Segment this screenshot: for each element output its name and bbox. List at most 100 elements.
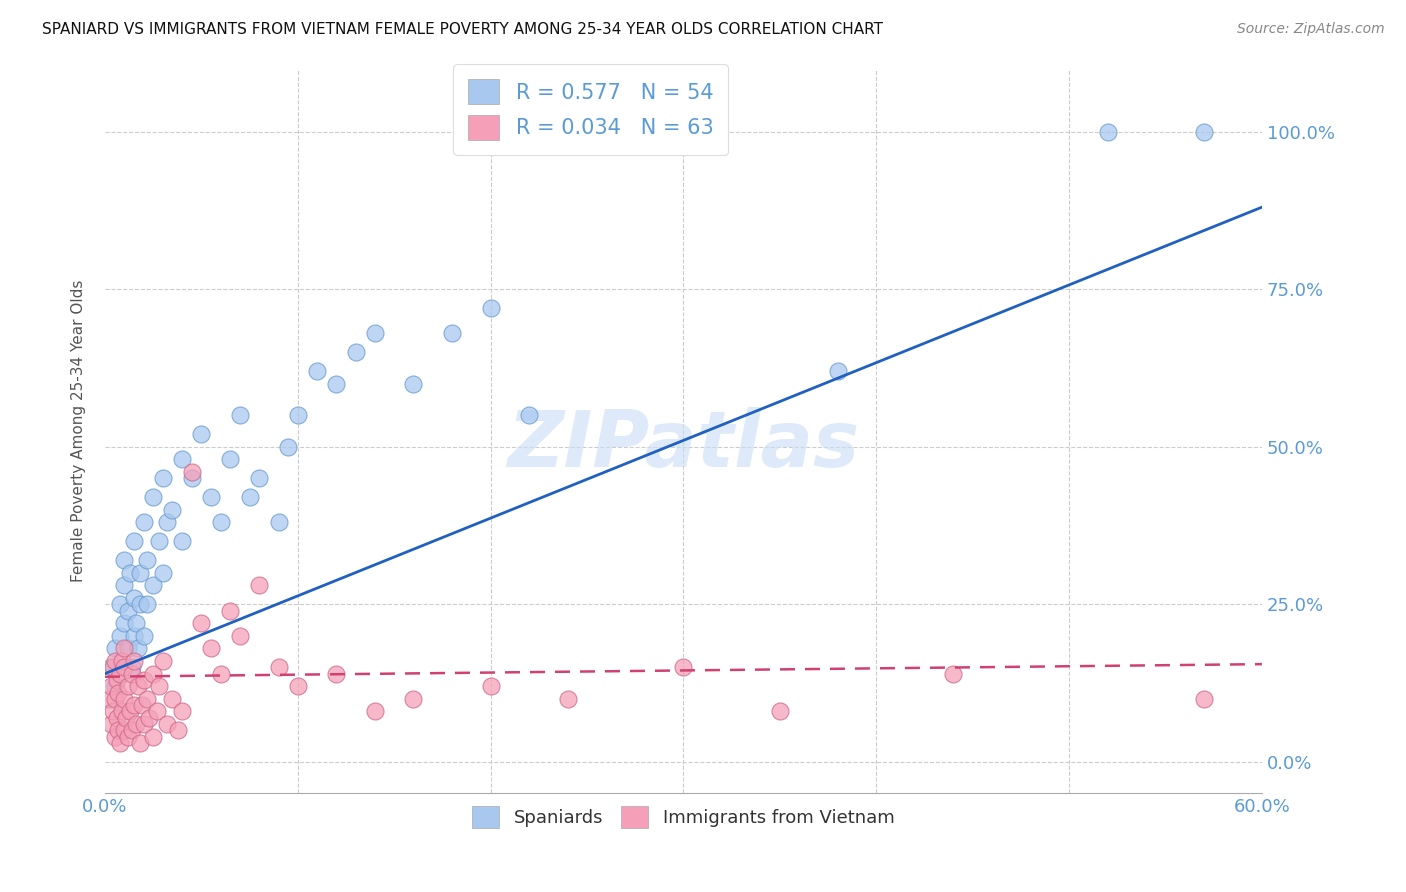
- Point: [162, 502, 184, 516]
- Point: [219, 603, 242, 617]
- Point: [107, 723, 129, 738]
- Point: [117, 730, 139, 744]
- Point: [200, 490, 222, 504]
- Point: [132, 673, 155, 687]
- Point: [769, 705, 792, 719]
- Point: [127, 641, 149, 656]
- Point: [307, 364, 329, 378]
- Point: [267, 516, 290, 530]
- Point: [402, 376, 425, 391]
- Point: [142, 578, 165, 592]
- Point: [120, 705, 142, 719]
- Point: [287, 408, 309, 422]
- Point: [162, 691, 184, 706]
- Point: [127, 679, 149, 693]
- Point: [122, 534, 145, 549]
- Point: [557, 691, 579, 706]
- Point: [104, 641, 127, 656]
- Point: [112, 553, 135, 567]
- Point: [100, 660, 122, 674]
- Point: [111, 654, 134, 668]
- Point: [364, 326, 387, 341]
- Point: [152, 471, 174, 485]
- Point: [247, 578, 270, 592]
- Point: [122, 629, 145, 643]
- Point: [1097, 124, 1119, 138]
- Point: [136, 597, 159, 611]
- Point: [156, 717, 179, 731]
- Point: [180, 465, 202, 479]
- Point: [110, 666, 132, 681]
- Point: [104, 691, 127, 706]
- Point: [110, 629, 132, 643]
- Point: [112, 660, 135, 674]
- Point: [148, 534, 170, 549]
- Point: [128, 736, 150, 750]
- Point: [172, 452, 194, 467]
- Point: [364, 705, 387, 719]
- Point: [112, 641, 135, 656]
- Point: [146, 705, 169, 719]
- Text: SPANIARD VS IMMIGRANTS FROM VIETNAM FEMALE POVERTY AMONG 25-34 YEAR OLDS CORRELA: SPANIARD VS IMMIGRANTS FROM VIETNAM FEMA…: [42, 22, 883, 37]
- Point: [672, 660, 695, 674]
- Point: [229, 629, 252, 643]
- Point: [180, 471, 202, 485]
- Point: [136, 691, 159, 706]
- Point: [104, 654, 127, 668]
- Point: [142, 730, 165, 744]
- Point: [479, 679, 502, 693]
- Text: ZIPatlas: ZIPatlas: [508, 408, 859, 483]
- Point: [128, 597, 150, 611]
- Point: [138, 711, 160, 725]
- Point: [110, 597, 132, 611]
- Point: [132, 717, 155, 731]
- Point: [121, 723, 143, 738]
- Point: [1192, 124, 1215, 138]
- Point: [100, 679, 122, 693]
- Point: [152, 654, 174, 668]
- Point: [131, 698, 153, 712]
- Legend: Spaniards, Immigrants from Vietnam: Spaniards, Immigrants from Vietnam: [465, 798, 901, 835]
- Point: [156, 516, 179, 530]
- Point: [121, 660, 143, 674]
- Point: [190, 427, 212, 442]
- Point: [117, 641, 139, 656]
- Point: [122, 591, 145, 605]
- Point: [142, 666, 165, 681]
- Point: [117, 679, 139, 693]
- Point: [111, 705, 134, 719]
- Point: [120, 566, 142, 580]
- Point: [827, 364, 849, 378]
- Point: [1192, 691, 1215, 706]
- Y-axis label: Female Poverty Among 25-34 Year Olds: Female Poverty Among 25-34 Year Olds: [72, 280, 86, 582]
- Point: [125, 616, 148, 631]
- Point: [267, 660, 290, 674]
- Point: [325, 666, 347, 681]
- Point: [277, 440, 299, 454]
- Point: [122, 698, 145, 712]
- Point: [105, 711, 128, 725]
- Point: [132, 629, 155, 643]
- Point: [101, 705, 124, 719]
- Point: [167, 723, 190, 738]
- Point: [122, 654, 145, 668]
- Point: [190, 616, 212, 631]
- Point: [104, 730, 127, 744]
- Point: [402, 691, 425, 706]
- Point: [172, 534, 194, 549]
- Point: [229, 408, 252, 422]
- Point: [112, 616, 135, 631]
- Point: [209, 516, 232, 530]
- Point: [112, 691, 135, 706]
- Point: [100, 717, 122, 731]
- Point: [287, 679, 309, 693]
- Point: [479, 301, 502, 315]
- Point: [441, 326, 464, 341]
- Point: [97, 691, 120, 706]
- Point: [344, 345, 367, 359]
- Point: [219, 452, 242, 467]
- Point: [200, 641, 222, 656]
- Point: [115, 711, 138, 725]
- Point: [172, 705, 194, 719]
- Point: [107, 685, 129, 699]
